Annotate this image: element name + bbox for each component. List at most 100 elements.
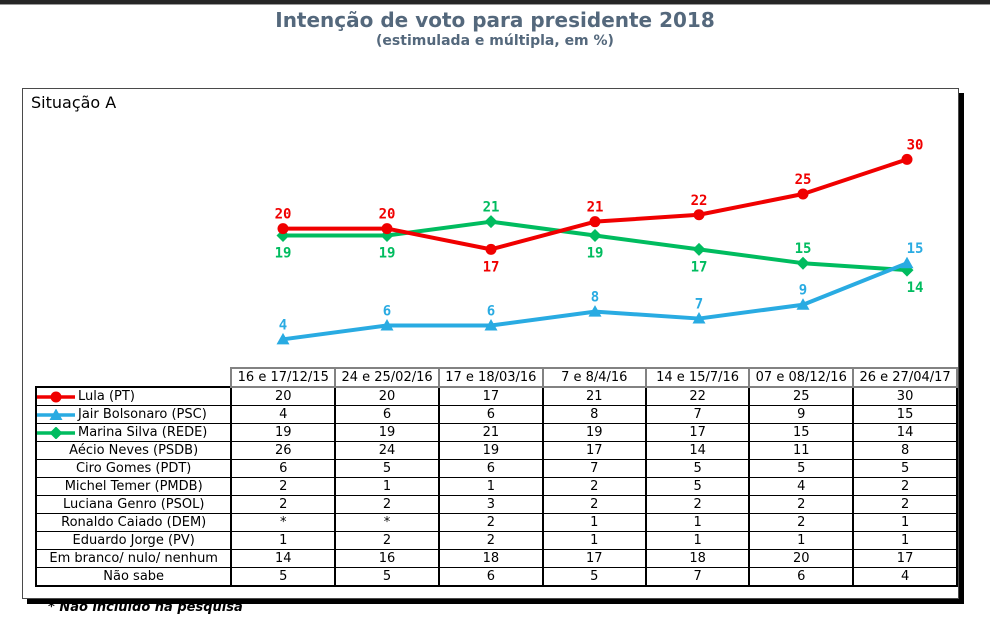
table-row: Luciana Genro (PSOL) 2 2 3 2 2 2 2 <box>34 495 958 514</box>
marina-silva-data-label: 19 <box>379 246 396 262</box>
value-cell: 5 <box>644 477 751 496</box>
jair-bolsonaro-marker <box>900 256 914 269</box>
row-label: Ciro Gomes (PDT) <box>34 459 233 478</box>
lula-marker <box>381 223 393 235</box>
value-cell: 3 <box>437 495 544 514</box>
row-label-text: Eduardo Jorge (PV) <box>72 533 195 548</box>
jair-bolsonaro-data-label: 4 <box>279 317 287 333</box>
value-cell: 2 <box>230 477 337 496</box>
value-cell: 1 <box>541 513 647 532</box>
row-label-text: Luciana Genro (PSOL) <box>62 497 205 512</box>
value-cell: 1 <box>437 477 544 496</box>
jair-bolsonaro-marker <box>692 312 706 324</box>
lula-marker <box>901 153 913 165</box>
value-cell: 17 <box>644 423 751 442</box>
value-cell: 6 <box>748 567 855 587</box>
value-cell: 2 <box>230 495 337 514</box>
value-cell: * <box>334 513 440 532</box>
marina-silva-marker <box>692 242 706 256</box>
marina-silva-data-label: 21 <box>483 200 500 216</box>
table-row: Lula (PT) 20 20 17 21 22 25 30 <box>34 386 958 406</box>
value-cell: 21 <box>437 423 544 442</box>
jair-bolsonaro-marker <box>588 305 602 317</box>
jair-bolsonaro-marker <box>484 318 498 331</box>
jair-bolsonaro-data-label: 15 <box>907 241 924 257</box>
value-cell: 1 <box>644 513 751 532</box>
value-cell: 5 <box>334 567 440 587</box>
jair-bolsonaro-data-label: 9 <box>799 283 807 299</box>
value-cell: 20 <box>748 549 855 568</box>
lula-data-label: 30 <box>907 137 924 153</box>
value-cell: 2 <box>541 495 647 514</box>
value-cell: 2 <box>748 495 855 514</box>
table-row: Não sabe 5 5 6 5 7 6 4 <box>34 567 958 587</box>
marina-silva-data-label: 15 <box>795 241 812 257</box>
jair-bolsonaro-legend-marker <box>49 408 63 420</box>
value-cell: 2 <box>852 477 958 496</box>
value-cell: 5 <box>541 567 647 587</box>
value-cell: 6 <box>437 405 544 424</box>
value-cell: 19 <box>230 423 337 442</box>
jair-bolsonaro-data-label: 8 <box>591 290 599 306</box>
value-cell: 1 <box>644 531 751 550</box>
value-cell: 1 <box>541 531 647 550</box>
top-divider <box>0 0 990 5</box>
row-label: Em branco/ nulo/ nenhum <box>34 549 233 568</box>
jair-bolsonaro-marker <box>380 318 394 331</box>
value-cell: 16 <box>334 549 440 568</box>
row-label-text: Ciro Gomes (PDT) <box>75 461 192 476</box>
value-cell: 4 <box>748 477 855 496</box>
table-header-row: 16 e 17/12/15 24 e 25/02/16 17 e 18/03/16 7… <box>36 367 958 388</box>
value-cell: 20 <box>230 386 337 406</box>
row-label-text: Em branco/ nulo/ nenhum <box>49 551 218 566</box>
col-header: 17 e 18/03/16 <box>437 367 544 388</box>
row-label: Michel Temer (PMDB) <box>34 477 233 496</box>
lula-marker <box>693 209 705 221</box>
row-label: Ronaldo Caiado (DEM) <box>34 513 233 532</box>
value-cell: 2 <box>748 513 855 532</box>
value-cell: 5 <box>644 459 751 478</box>
col-header: 14 e 15/7/16 <box>644 367 751 388</box>
value-cell: 4 <box>230 405 337 424</box>
value-cell: 1 <box>852 513 958 532</box>
row-label: Eduardo Jorge (PV) <box>34 531 233 550</box>
value-cell: 17 <box>541 441 647 460</box>
table-row: Marina Silva (REDE) 19 19 21 19 17 15 14 <box>34 423 958 442</box>
jair-bolsonaro-marker <box>276 332 290 345</box>
row-label: Luciana Genro (PSOL) <box>34 495 233 514</box>
marina-silva-marker <box>588 229 602 243</box>
row-label-text: Marina Silva (REDE) <box>78 425 208 440</box>
value-cell: 6 <box>437 459 544 478</box>
jair-bolsonaro-legend-icon <box>38 408 75 420</box>
table-row: Michel Temer (PMDB) 2 1 1 2 5 4 2 <box>34 477 958 496</box>
value-cell: 2 <box>437 513 544 532</box>
value-cell: 18 <box>437 549 544 568</box>
lula-marker <box>277 223 289 235</box>
value-cell: 15 <box>852 405 958 424</box>
value-cell: 6 <box>334 405 440 424</box>
value-cell: 1 <box>852 531 958 550</box>
lula-legend-marker <box>50 391 62 402</box>
value-cell: 15 <box>748 423 855 442</box>
marina-silva-marker <box>484 215 498 229</box>
row-label-text: Ronaldo Caiado (DEM) <box>61 515 207 530</box>
value-cell: 20 <box>334 386 440 406</box>
lula-marker <box>797 188 809 200</box>
value-cell: 9 <box>748 405 855 424</box>
lula-marker <box>589 216 601 228</box>
value-cell: 2 <box>437 531 544 550</box>
marina-silva-legend-icon <box>38 426 75 439</box>
table-row: Aécio Neves (PSDB) 26 24 19 17 14 11 8 <box>34 441 958 460</box>
value-cell: 14 <box>644 441 751 460</box>
value-cell: 14 <box>852 423 958 442</box>
value-cell: 19 <box>541 423 647 442</box>
lula-data-label: 17 <box>483 259 500 275</box>
marina-silva-legend-marker <box>49 426 63 439</box>
value-cell: 1 <box>230 531 337 550</box>
row-label: Lula (PT) <box>34 386 233 406</box>
value-cell: 19 <box>437 441 544 460</box>
col-header: 26 e 27/04/17 <box>852 367 958 388</box>
panel-label: Situação A <box>31 93 117 112</box>
results-table: 16 e 17/12/15 24 e 25/02/16 17 e 18/03/16 7… <box>34 367 958 587</box>
value-cell: 26 <box>230 441 337 460</box>
